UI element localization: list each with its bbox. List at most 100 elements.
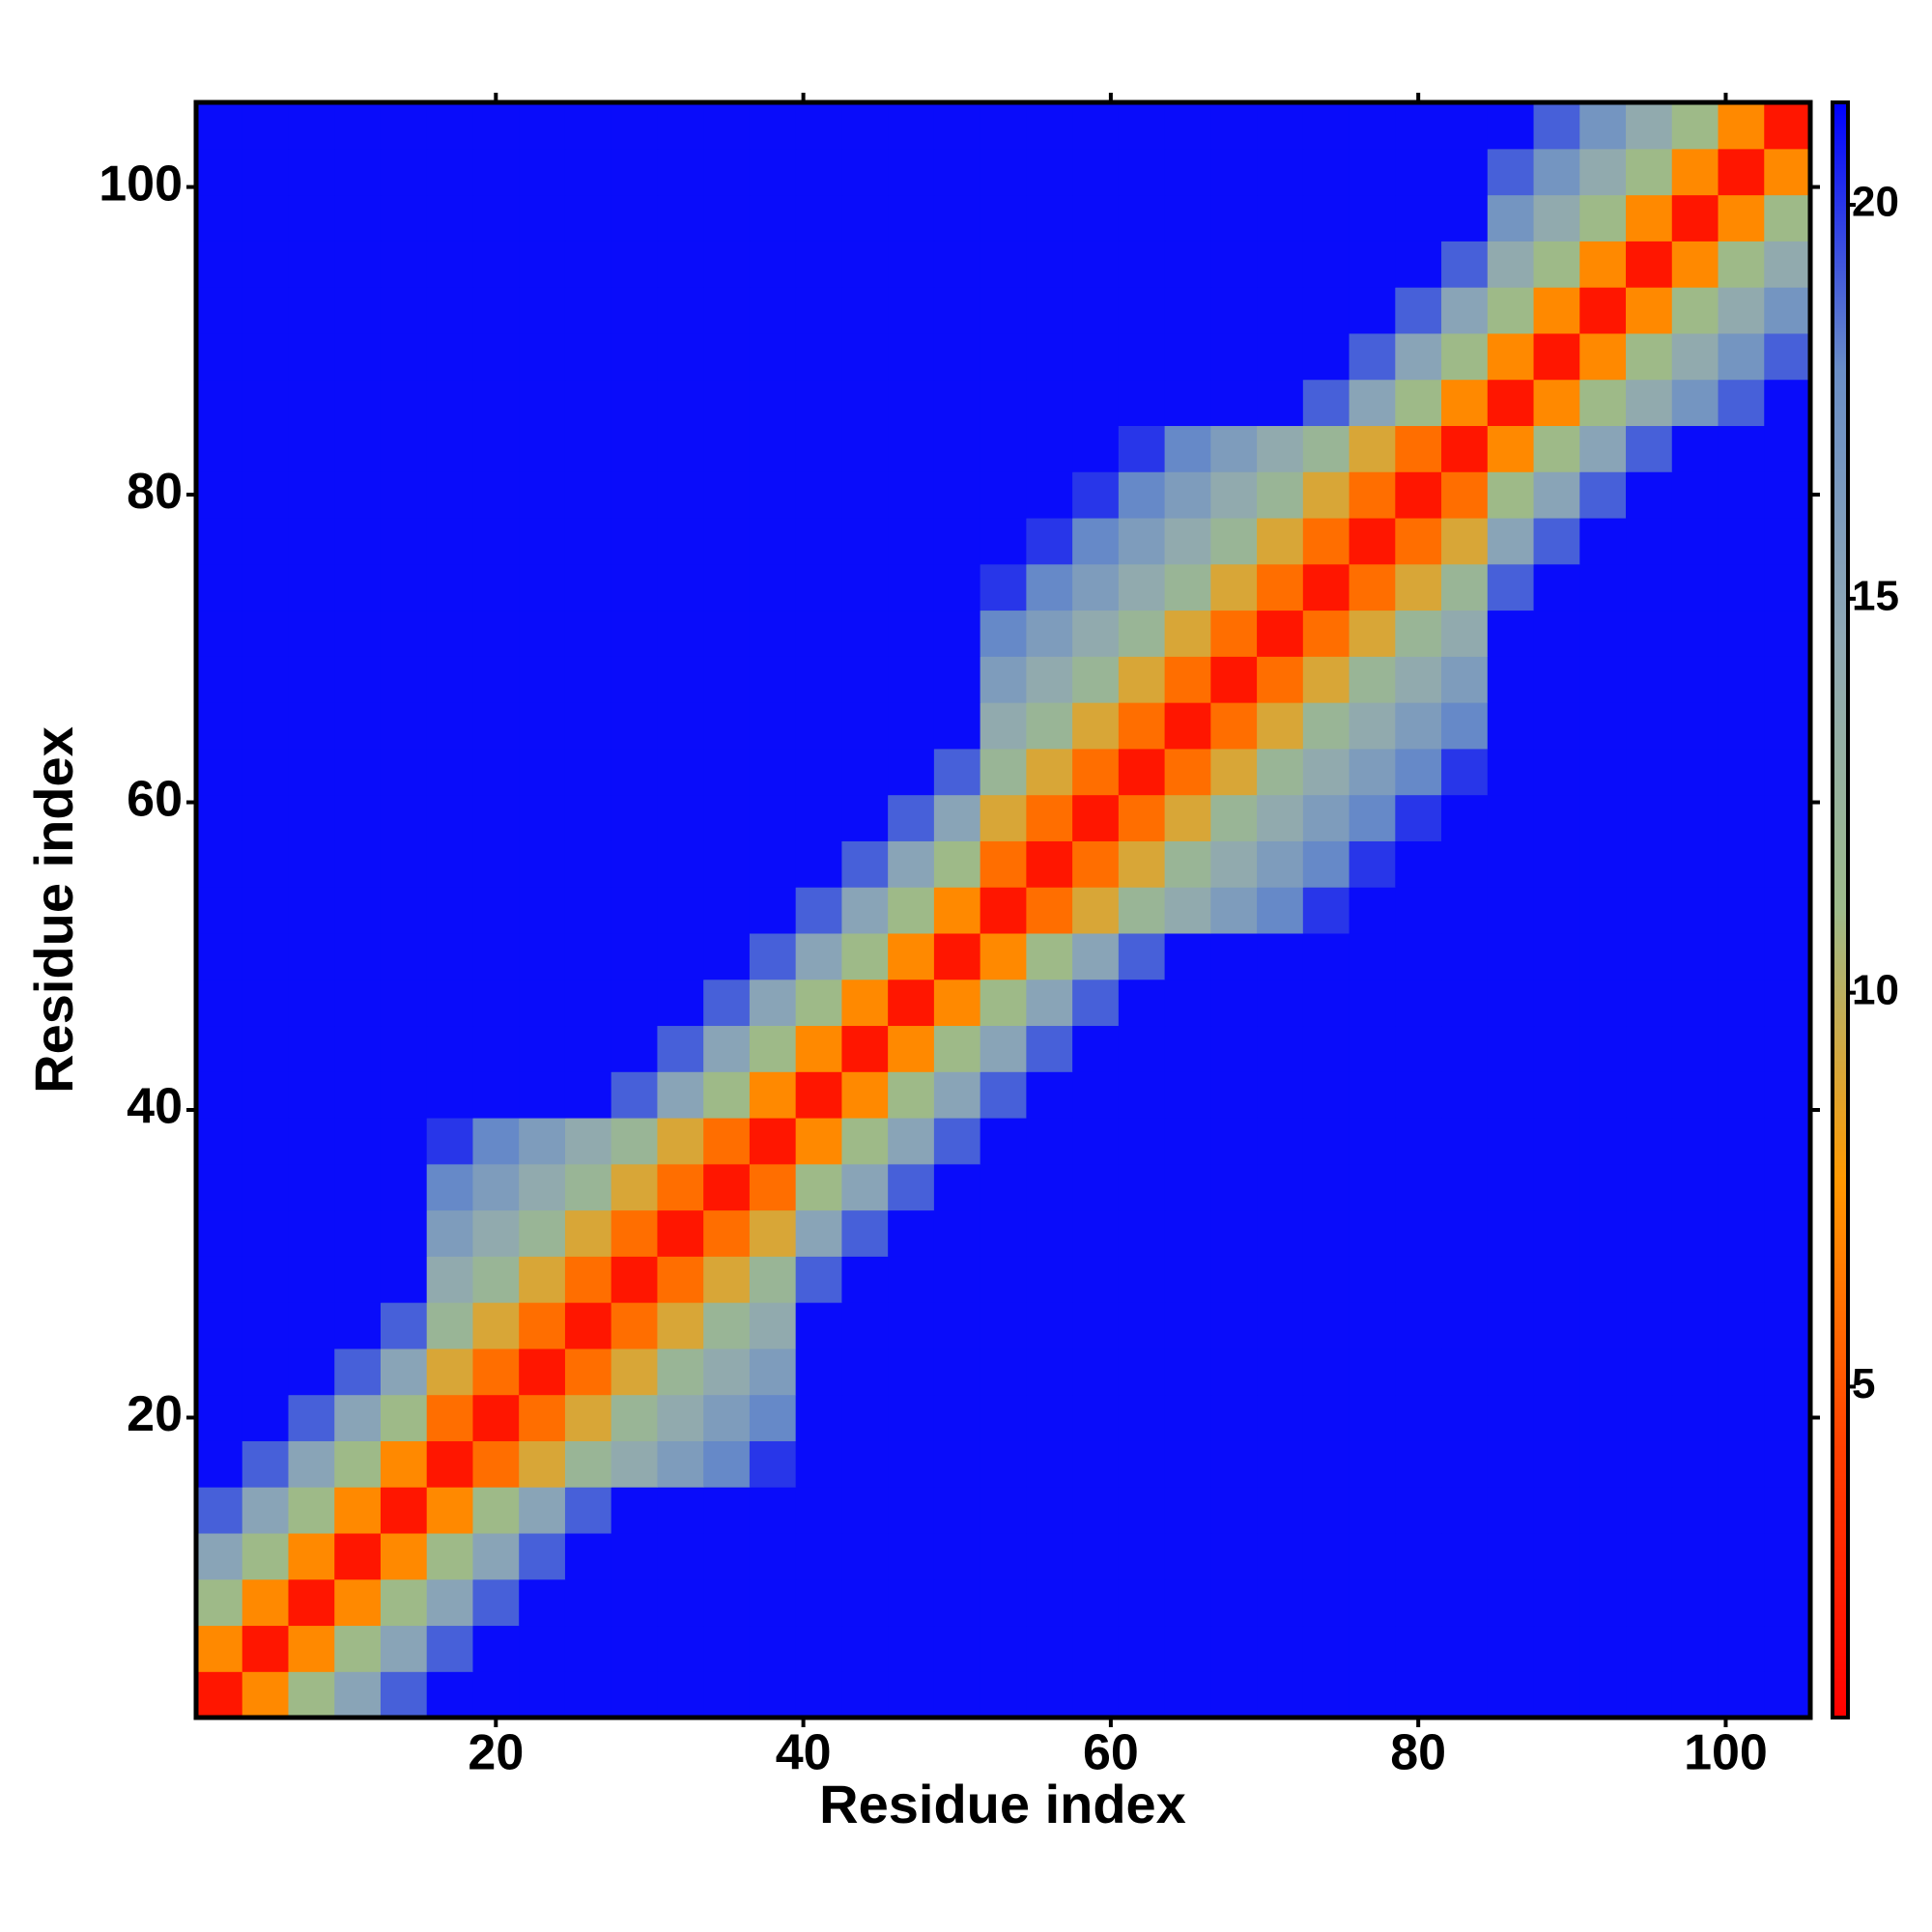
heatmap-cell xyxy=(1718,287,1765,334)
heatmap-cell xyxy=(1533,287,1580,334)
heatmap-cell xyxy=(242,332,290,381)
heatmap-cell xyxy=(888,794,935,841)
heatmap-cell xyxy=(611,1671,659,1719)
heatmap-cell xyxy=(841,1487,889,1534)
heatmap-cell xyxy=(1764,887,1811,934)
heatmap-cell xyxy=(564,102,612,150)
heatmap-cell xyxy=(1579,1163,1627,1211)
heatmap-cell xyxy=(1118,1625,1166,1672)
heatmap-cell xyxy=(1533,1348,1580,1396)
heatmap-cell xyxy=(888,287,935,334)
heatmap-cell xyxy=(242,1117,290,1165)
heatmap-cell xyxy=(196,702,243,750)
heatmap-cell xyxy=(334,702,382,750)
heatmap-cell xyxy=(334,840,382,888)
heatmap-cell xyxy=(196,1163,243,1211)
heatmap-cell xyxy=(1257,1256,1304,1303)
heatmap-cell xyxy=(703,794,751,841)
heatmap-cell xyxy=(564,887,612,934)
heatmap-cell xyxy=(564,748,612,796)
heatmap-cell xyxy=(1210,1578,1258,1627)
heatmap-cell xyxy=(888,610,935,657)
heatmap-cell xyxy=(1072,563,1120,611)
heatmap-cell xyxy=(980,1532,1027,1580)
heatmap-cell xyxy=(1441,932,1489,980)
heatmap-cell xyxy=(980,241,1027,288)
heatmap-cell xyxy=(841,148,889,196)
heatmap-cell xyxy=(980,1578,1027,1627)
heatmap-cell xyxy=(1671,425,1719,472)
heatmap-cell xyxy=(795,425,842,472)
heatmap-cell xyxy=(1579,656,1627,703)
heatmap-cell xyxy=(380,563,428,611)
heatmap-cell xyxy=(1349,563,1396,611)
heatmap-cell xyxy=(1210,702,1258,750)
heatmap-cell xyxy=(242,1256,290,1303)
heatmap-cell xyxy=(1487,1440,1535,1488)
heatmap-cell xyxy=(1210,425,1258,472)
heatmap-cell xyxy=(564,794,612,841)
heatmap-cell xyxy=(1764,563,1811,611)
heatmap-cell xyxy=(1026,1209,1073,1257)
heatmap-cell xyxy=(1626,887,1673,934)
heatmap-cell xyxy=(1349,702,1396,750)
heatmap-cell xyxy=(611,332,659,381)
heatmap-cell xyxy=(703,194,751,242)
x-tick-label: 40 xyxy=(776,1725,832,1781)
heatmap-cell xyxy=(1164,610,1211,657)
heatmap-cell xyxy=(288,1578,335,1627)
heatmap-cell xyxy=(749,425,797,472)
heatmap-cell xyxy=(1072,1440,1120,1488)
heatmap-cell xyxy=(1579,1025,1627,1072)
heatmap-cell xyxy=(888,1209,935,1257)
heatmap-cell xyxy=(1487,702,1535,750)
heatmap-cell xyxy=(1302,887,1350,934)
heatmap-cell xyxy=(426,517,474,565)
heatmap-cell xyxy=(1395,287,1442,334)
heatmap-cell xyxy=(795,1671,842,1719)
heatmap-cell xyxy=(1210,1163,1258,1211)
heatmap-cell xyxy=(657,332,704,381)
heatmap-cell xyxy=(1533,840,1580,888)
heatmap-cell xyxy=(1072,1578,1120,1627)
heatmap-cell xyxy=(1349,1440,1396,1488)
heatmap-cell xyxy=(334,1071,382,1119)
heatmap-cell xyxy=(703,1117,751,1165)
heatmap-cell xyxy=(749,1071,797,1119)
heatmap-cell xyxy=(426,840,474,888)
heatmap-cell xyxy=(1487,1071,1535,1119)
heatmap-cell xyxy=(1579,1487,1627,1534)
heatmap-cell xyxy=(426,748,474,796)
heatmap-cell xyxy=(564,840,612,888)
heatmap-cell xyxy=(1072,1625,1120,1672)
heatmap-cell xyxy=(611,1532,659,1580)
heatmap-cell xyxy=(1579,425,1627,472)
heatmap-cell xyxy=(1395,1163,1442,1211)
heatmap-cell xyxy=(1626,1025,1673,1072)
heatmap-cell xyxy=(1671,563,1719,611)
heatmap-cell xyxy=(1487,1487,1535,1534)
heatmap-cell xyxy=(888,1256,935,1303)
heatmap-cell xyxy=(1302,287,1350,334)
heatmap-cell xyxy=(1671,1532,1719,1580)
heatmap-cell xyxy=(1302,840,1350,888)
heatmap-cell xyxy=(1118,702,1166,750)
heatmap-cell xyxy=(1026,1256,1073,1303)
heatmap-cell xyxy=(426,287,474,334)
heatmap-cell xyxy=(980,1163,1027,1211)
heatmap-cell xyxy=(611,1302,659,1350)
heatmap-cell xyxy=(1026,194,1073,242)
heatmap-cell xyxy=(1118,517,1166,565)
heatmap-cell xyxy=(288,979,335,1027)
heatmap-cell xyxy=(196,794,243,841)
heatmap-cell xyxy=(334,1625,382,1672)
heatmap-cell xyxy=(1302,1256,1350,1303)
heatmap-cell xyxy=(1026,287,1073,334)
heatmap-cell xyxy=(1487,887,1535,934)
heatmap-cell xyxy=(1072,287,1120,334)
heatmap-cell xyxy=(380,425,428,472)
heatmap-cell xyxy=(1718,563,1765,611)
heatmap-cell xyxy=(1257,656,1304,703)
heatmap-cell xyxy=(703,102,751,150)
heatmap-cell xyxy=(795,1071,842,1119)
